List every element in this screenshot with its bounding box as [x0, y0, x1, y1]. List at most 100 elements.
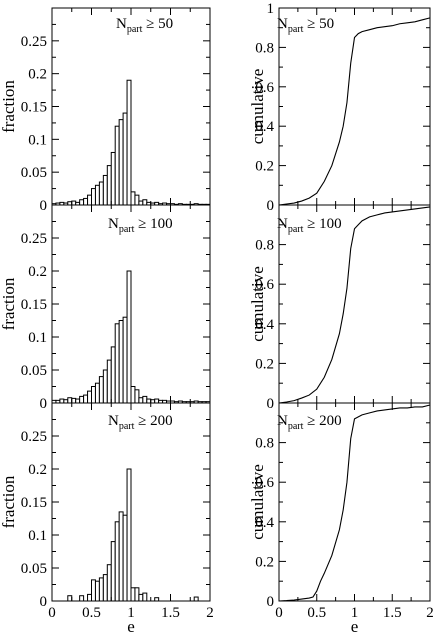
histogram-bar: [67, 595, 73, 602]
y-tick-label: 0.1: [28, 528, 47, 544]
histogram-bar: [110, 151, 116, 206]
histogram-bar: [134, 587, 140, 602]
y-tick-label: 0: [40, 396, 48, 412]
panel-right-middle: 0 0.2 0.4 0.6 0.8 cumulative Npart ≥ 100: [248, 204, 431, 412]
histogram-bar: [138, 200, 144, 206]
x-axis-label: e: [127, 617, 135, 633]
y-tick-label: 0.25: [21, 429, 47, 445]
x-tick-label: 1: [127, 605, 135, 621]
y-tick-label: 0.2: [255, 356, 274, 372]
histogram-bar: [122, 112, 128, 206]
y-axis-label: cumulative: [248, 464, 267, 540]
panel-title: Npart ≥ 200: [108, 413, 173, 432]
x-tick-label: 0.5: [307, 605, 326, 621]
y-tick-label: 0.2: [28, 264, 47, 280]
y-tick-label: 0.15: [21, 100, 47, 116]
histogram-bar: [126, 468, 132, 602]
y-tick-label: 0: [267, 396, 275, 412]
histogram-bar: [106, 165, 112, 206]
x-tick-label: 1: [351, 605, 359, 621]
y-tick-label: 0.1: [28, 330, 47, 346]
y-tick-label: 0.1: [28, 132, 47, 148]
histogram-bar: [94, 184, 100, 206]
histogram-bar: [87, 194, 93, 206]
y-tick-label: 0.2: [28, 462, 47, 478]
cumulative-curve: [278, 206, 431, 404]
histogram-bar: [114, 323, 120, 404]
panel-title: Npart ≥ 50: [116, 16, 173, 35]
panel-title: Npart ≥ 100: [108, 216, 173, 235]
x-tick-label: 1.5: [161, 605, 180, 621]
y-tick-label: 0.4: [255, 317, 274, 333]
histogram-bar: [122, 316, 128, 404]
x-tick-label: 0.5: [82, 605, 101, 621]
y-axis-label: fraction: [0, 277, 18, 330]
histogram-bar: [83, 197, 89, 206]
histogram-bar: [91, 579, 96, 602]
y-tick-label: 0.8: [255, 238, 274, 254]
histogram-bar: [110, 541, 116, 602]
y-tick-label: 0.8: [255, 436, 274, 452]
histogram-bar: [94, 580, 100, 602]
histogram-bar: [75, 398, 81, 404]
histogram-bar: [110, 346, 116, 404]
y-tick-label: 0.4: [255, 515, 274, 531]
histogram-bar: [79, 199, 85, 206]
panel-title: Npart ≥ 200: [277, 413, 342, 432]
y-axis-label: cumulative: [248, 266, 267, 342]
histogram-bar: [71, 397, 77, 404]
histogram-bar: [102, 574, 108, 602]
histogram-bar: [134, 389, 140, 404]
y-tick-label: 0.15: [21, 297, 47, 313]
y-tick-label: 0: [267, 594, 275, 610]
y-tick-label: 0.15: [21, 495, 47, 511]
histogram-bar: [142, 592, 148, 602]
histogram-bar: [83, 394, 89, 404]
y-tick-label: 0.4: [255, 119, 274, 135]
panel-right-bottom: 0 0.5 1 1.5 2 e 0 0.2 0.4 0.6 0.8 cumulative Npart ≥…: [248, 402, 434, 633]
histogram-bar: [114, 521, 120, 602]
histogram-bar: [59, 398, 65, 404]
histogram-bar: [91, 188, 96, 206]
histogram-bar: [106, 564, 112, 602]
y-tick-label: 0.2: [255, 554, 274, 570]
histogram-bar: [91, 386, 96, 404]
histogram-bar: [142, 199, 148, 206]
histogram-bar: [122, 514, 128, 602]
panel-left-top: 0 0.05 0.1 0.15 0.2 0.25 fraction Npart ≥ 50: [0, 7, 211, 214]
histogram-bar: [71, 200, 77, 206]
histogram-bar: [146, 398, 152, 404]
x-tick-label: 2: [206, 605, 214, 621]
histogram-bar: [102, 174, 108, 206]
y-tick-label: 0.2: [255, 159, 274, 175]
histogram-bar: [126, 270, 132, 404]
y-tick-label: 0.25: [21, 231, 47, 247]
y-tick-label: 0.8: [255, 40, 274, 56]
y-tick-label: 0: [267, 198, 275, 214]
histogram-bar: [142, 395, 148, 404]
y-tick-label: 0.05: [21, 561, 47, 577]
cumulative-curve: [278, 404, 431, 602]
histogram-bar: [94, 382, 100, 404]
x-tick-label: 0: [275, 605, 283, 621]
histogram-bar: [130, 587, 136, 602]
x-tick-label: 1.5: [383, 605, 402, 621]
y-axis-label: fraction: [0, 475, 18, 528]
y-tick-label: 0.05: [21, 363, 47, 379]
histogram-bar: [118, 119, 124, 206]
histogram-bar: [106, 359, 112, 404]
panel-title: Npart ≥ 100: [277, 216, 342, 235]
y-tick-label: 0.2: [28, 67, 47, 83]
panel-left-bottom: 0 0.5 1 1.5 2 e 0 0.05 0.1 0.15 0.2 0.25 fraction Npa…: [0, 402, 214, 633]
x-tick-label: 0: [48, 605, 56, 621]
histogram-bar: [138, 593, 144, 602]
histogram-bar: [87, 390, 93, 404]
histogram-bar: [98, 376, 104, 404]
histogram-bar: [118, 320, 124, 404]
y-tick-label: 0: [40, 198, 48, 214]
y-axis-label: cumulative: [248, 69, 267, 145]
histogram-bar: [79, 595, 85, 602]
histogram-bar: [114, 125, 120, 206]
plot-frame: [278, 402, 431, 602]
